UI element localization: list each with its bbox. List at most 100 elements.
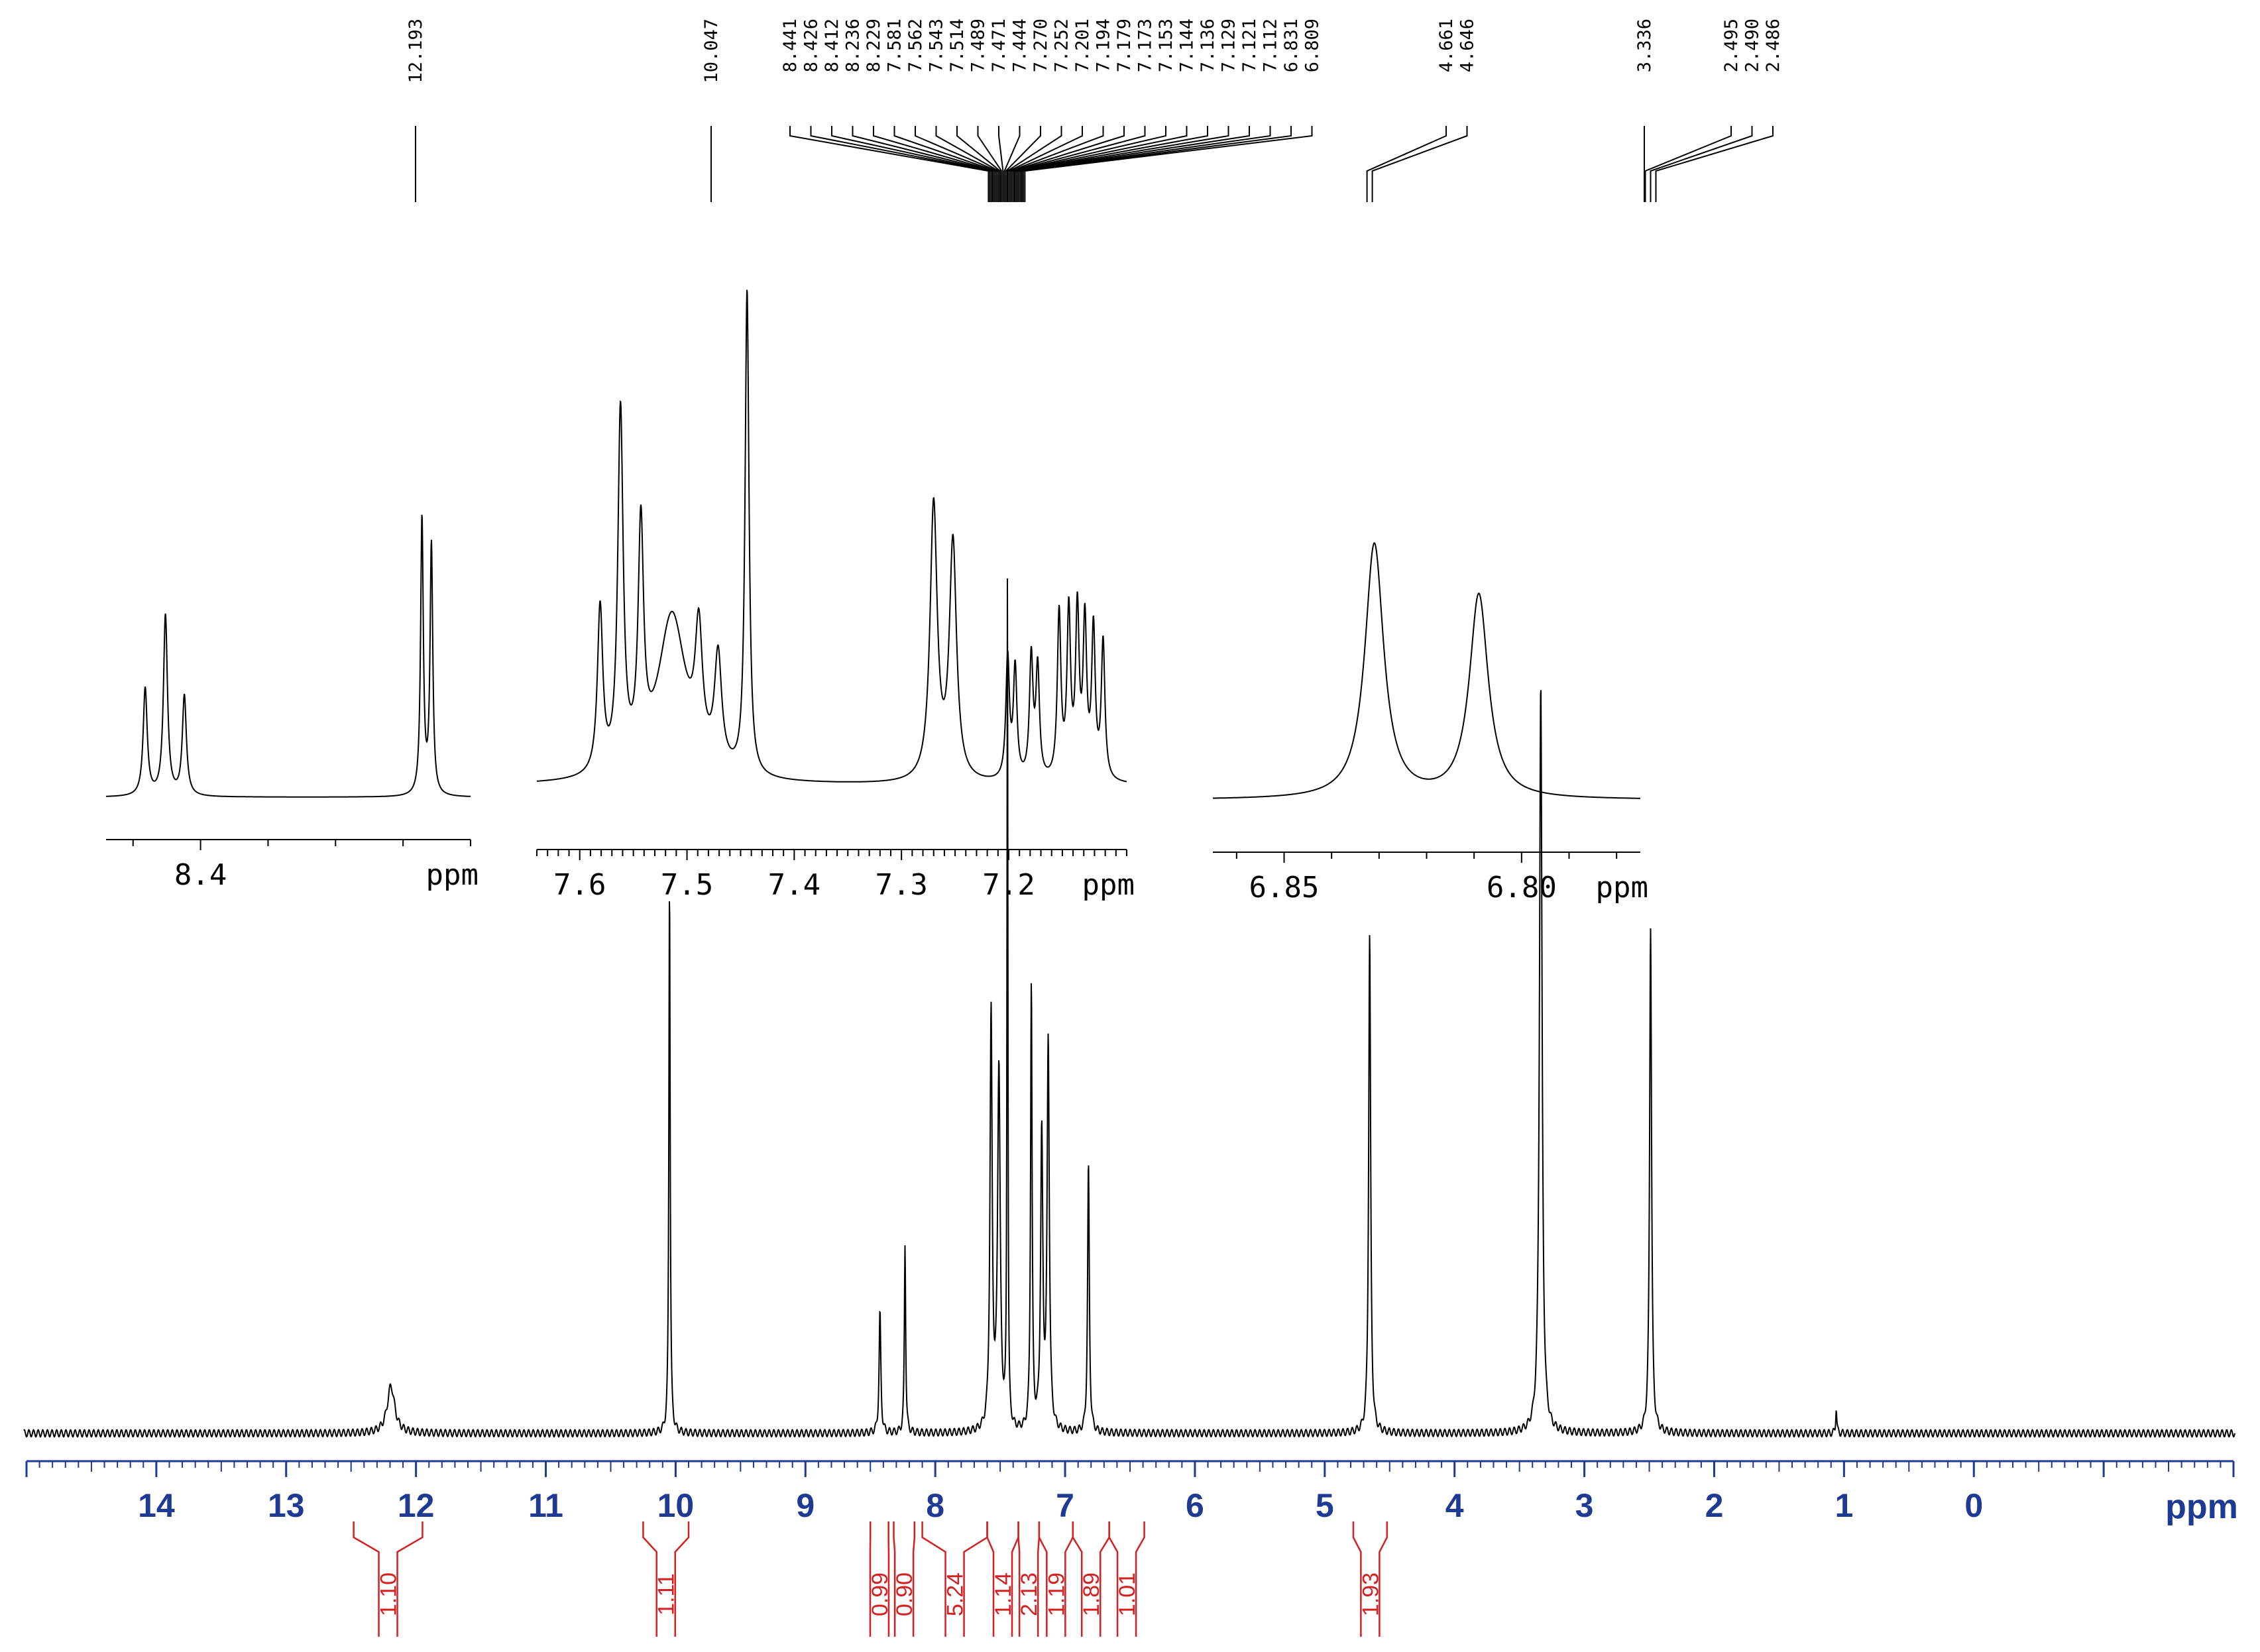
peak-label-leader xyxy=(1023,126,1292,202)
peak-label-leader xyxy=(1014,126,1166,202)
peak-label-leader xyxy=(1012,126,1146,202)
main-tick-label: 5 xyxy=(1316,1487,1334,1524)
main-tick-label: 9 xyxy=(796,1487,815,1524)
main-tick-label: 0 xyxy=(1964,1487,1983,1524)
main-tick-label: 2 xyxy=(1705,1487,1724,1524)
integral-value: 1.89 xyxy=(1079,1572,1104,1616)
peak-label: 7.121 xyxy=(1239,19,1260,72)
integral-value: 2.13 xyxy=(1017,1572,1042,1616)
peak-label: 4.661 xyxy=(1436,19,1457,72)
peak-label-leader xyxy=(1008,126,1083,202)
peak-label-leader xyxy=(789,126,989,202)
integral-region: 1.93 xyxy=(1352,1521,1388,1637)
peak-label-leader xyxy=(1024,126,1313,202)
inset-7ppm: 7.6 7.5 7.4 7.3 7.2 ppm xyxy=(536,290,1135,902)
inset-tick-label: 7.4 xyxy=(768,868,820,902)
main-tick-label: 12 xyxy=(398,1487,435,1524)
peak-label: 3.336 xyxy=(1634,19,1655,72)
peak-label: 7.514 xyxy=(947,19,968,72)
integral-region: 5.24 xyxy=(921,1521,988,1637)
peak-label-leader xyxy=(1650,126,1753,202)
main-tick-label: 14 xyxy=(138,1487,175,1524)
peak-label-leader xyxy=(1366,126,1447,202)
expansion-insets: 8.4 ppm 7.6 7.5 7.4 7.3 7.2 ppm 6.85 6.80 ppm xyxy=(105,290,1648,905)
peak-label-group: 4.661 4.646 xyxy=(1366,19,1478,202)
integral-value: 1.01 xyxy=(1115,1572,1140,1616)
inset-trace xyxy=(537,290,1127,783)
peak-label-leader xyxy=(1655,126,1774,202)
integral-bracket-right xyxy=(912,1521,916,1637)
peak-label: 4.646 xyxy=(1457,19,1478,72)
peak-label: 7.112 xyxy=(1261,19,1281,72)
integral-value: 0.99 xyxy=(868,1572,893,1616)
peak-label: 7.179 xyxy=(1114,19,1135,72)
inset-tick-label: 7.3 xyxy=(875,868,927,902)
integral-bracket-right xyxy=(1135,1521,1145,1637)
peak-label-leader xyxy=(873,126,995,202)
peak-label: 7.444 xyxy=(1010,19,1031,72)
integral-region: 0.99 xyxy=(868,1521,893,1637)
main-tick-label: 10 xyxy=(657,1487,695,1524)
integral-bracket-left xyxy=(1352,1521,1362,1637)
inset-tick-label: 7.2 xyxy=(982,868,1035,902)
integral-region: 1.11 xyxy=(642,1521,690,1637)
peak-label: 7.173 xyxy=(1135,19,1156,72)
peak-label-leader xyxy=(1644,126,1732,202)
peak-label-leader xyxy=(893,126,997,202)
peak-label: 7.153 xyxy=(1156,19,1176,72)
peak-label: 7.194 xyxy=(1094,19,1114,72)
peak-label-leader xyxy=(852,126,994,202)
peak-label: 2.495 xyxy=(1721,19,1742,72)
integral-value: 5.24 xyxy=(943,1572,968,1616)
inset-tick-label: 7.6 xyxy=(553,868,606,902)
peak-label-group: 2.495 2.490 2.486 xyxy=(1644,19,1783,202)
peak-label-group: 8.441 8.426 8.412 8.236 8.229 7.581 7.562 7.543… xyxy=(780,19,1323,202)
integral-block: 1.10 1.11 0.99 0.90 5.24 1.14 2.13 1.19 1.89 1.01… xyxy=(353,1521,1388,1637)
peak-label: 6.831 xyxy=(1281,19,1302,72)
integral-value: 1.19 xyxy=(1044,1572,1069,1616)
peak-label: 8.426 xyxy=(801,19,822,72)
peak-label: 8.441 xyxy=(780,19,801,72)
peak-label-leader xyxy=(1017,126,1208,202)
peak-label-leader xyxy=(956,126,1001,202)
peak-label: 2.486 xyxy=(1763,19,1783,72)
main-tick-label: 8 xyxy=(926,1487,944,1524)
integral-value: 0.90 xyxy=(892,1572,917,1616)
integral-bracket-left xyxy=(642,1521,657,1637)
integral-region: 1.14 xyxy=(986,1521,1019,1637)
peak-label: 6.809 xyxy=(1302,19,1323,72)
integral-bracket-right xyxy=(396,1521,424,1637)
integral-value: 1.11 xyxy=(654,1573,679,1616)
peak-label-leader xyxy=(915,126,998,202)
integral-bracket-left xyxy=(1108,1521,1119,1637)
inset-trace xyxy=(105,514,471,798)
peak-label: 7.562 xyxy=(905,19,926,72)
inset-8ppm: 8.4 ppm xyxy=(105,514,479,892)
integral-bracket-left xyxy=(1017,1521,1021,1637)
inset-axis-unit: ppm xyxy=(426,858,479,892)
integral-region: 1.19 xyxy=(1038,1521,1074,1637)
integral-bracket-left xyxy=(1072,1521,1083,1637)
inset-tick-label: 6.80 xyxy=(1487,871,1557,905)
main-trace xyxy=(23,578,2235,1438)
peak-label: 7.144 xyxy=(1177,19,1198,72)
peak-label: 7.201 xyxy=(1072,19,1093,72)
peak-label-leader xyxy=(831,126,992,202)
peak-label-leader xyxy=(1019,126,1250,202)
peak-label-leader xyxy=(998,126,1004,202)
integral-bracket-left xyxy=(893,1521,896,1637)
integral-region: 2.13 xyxy=(1017,1521,1042,1637)
integral-bracket-right xyxy=(674,1521,690,1637)
inset-axis-unit: ppm xyxy=(1082,868,1135,902)
peak-label-leader xyxy=(977,126,1003,202)
peak-label: 7.489 xyxy=(968,19,989,72)
peak-label-leader xyxy=(1003,126,1021,202)
peak-label-leader xyxy=(1007,126,1062,202)
inset-6ppm: 6.85 6.80 ppm xyxy=(1213,542,1648,905)
peak-label: 12.193 xyxy=(406,19,426,83)
inset-tick-label: 6.85 xyxy=(1249,871,1320,905)
main-axis-unit: ppm xyxy=(2165,1488,2238,1526)
peak-label: 7.252 xyxy=(1052,19,1072,72)
main-tick-label: 1 xyxy=(1835,1487,1853,1524)
